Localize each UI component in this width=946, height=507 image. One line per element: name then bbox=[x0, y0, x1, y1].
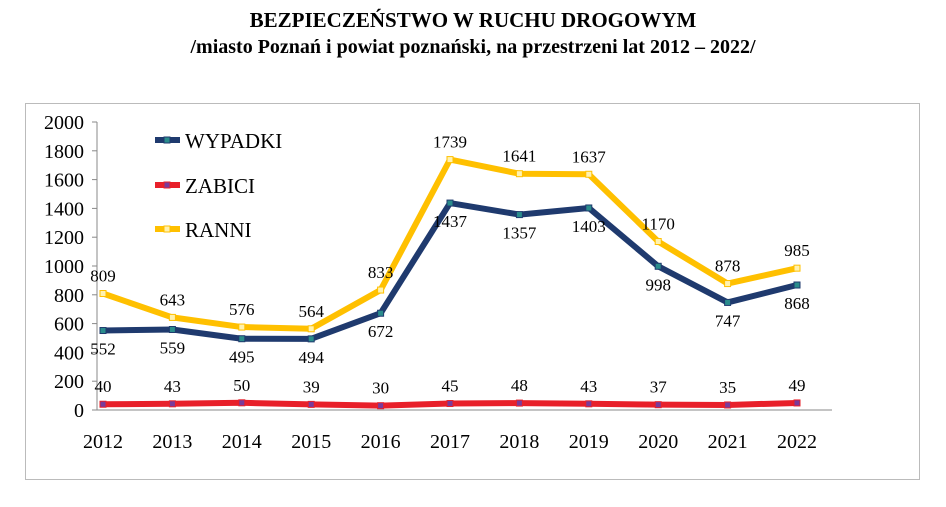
legend-marker bbox=[163, 181, 171, 189]
data-point bbox=[585, 204, 593, 212]
data-label: 1170 bbox=[642, 215, 675, 234]
x-tick-label: 2017 bbox=[430, 431, 470, 453]
data-point bbox=[99, 400, 107, 408]
data-label: 45 bbox=[442, 377, 459, 396]
y-tick-label: 1400 bbox=[44, 198, 84, 220]
x-tick-label: 2014 bbox=[222, 431, 262, 453]
data-point bbox=[654, 238, 662, 246]
chart-subtitle: /miasto Poznań i powiat poznański, na pr… bbox=[190, 36, 756, 58]
data-label: 552 bbox=[90, 340, 116, 359]
data-label: 868 bbox=[784, 294, 810, 313]
data-label: 49 bbox=[789, 376, 806, 395]
data-label: 50 bbox=[233, 376, 250, 395]
data-point bbox=[238, 399, 246, 407]
data-label: 39 bbox=[303, 377, 320, 396]
data-label: 833 bbox=[368, 263, 394, 282]
data-label: 878 bbox=[715, 257, 741, 276]
data-label: 37 bbox=[650, 378, 668, 397]
x-tick-label: 2021 bbox=[708, 431, 748, 453]
x-tick-label: 2019 bbox=[569, 431, 609, 453]
data-label: 998 bbox=[645, 275, 671, 294]
y-tick-label: 200 bbox=[54, 371, 84, 393]
data-label: 30 bbox=[372, 379, 389, 398]
x-tick-label: 2013 bbox=[152, 431, 192, 453]
data-point bbox=[307, 400, 315, 408]
data-point bbox=[307, 325, 315, 333]
data-label: 1641 bbox=[502, 147, 536, 166]
data-label: 1357 bbox=[502, 224, 537, 243]
data-label: 1403 bbox=[572, 217, 606, 236]
data-point bbox=[654, 262, 662, 270]
data-point bbox=[168, 326, 176, 334]
data-label: 494 bbox=[298, 348, 324, 367]
x-tick-label: 2016 bbox=[361, 431, 401, 453]
data-label: 43 bbox=[580, 377, 597, 396]
legend-label: RANNI bbox=[185, 218, 252, 242]
data-point bbox=[793, 264, 801, 272]
x-tick-label: 2020 bbox=[638, 431, 678, 453]
data-point bbox=[446, 199, 454, 207]
data-label: 1637 bbox=[572, 147, 607, 166]
data-point bbox=[99, 327, 107, 335]
data-point bbox=[724, 298, 732, 306]
x-tick-label: 2018 bbox=[499, 431, 539, 453]
data-label: 559 bbox=[160, 339, 186, 358]
y-tick-label: 1000 bbox=[44, 256, 84, 278]
data-label: 576 bbox=[229, 300, 255, 319]
data-label: 1739 bbox=[433, 133, 467, 152]
data-point bbox=[238, 323, 246, 331]
data-point bbox=[515, 399, 523, 407]
y-tick-label: 0 bbox=[74, 400, 84, 422]
y-tick-label: 400 bbox=[54, 342, 84, 364]
data-point bbox=[724, 401, 732, 409]
data-point bbox=[99, 290, 107, 298]
data-point bbox=[377, 402, 385, 410]
y-tick-label: 2000 bbox=[44, 112, 84, 134]
data-point bbox=[377, 309, 385, 317]
data-point bbox=[654, 401, 662, 409]
y-tick-label: 1600 bbox=[44, 170, 84, 192]
legend-label: ZABICI bbox=[185, 174, 255, 198]
x-tick-label: 2012 bbox=[83, 431, 123, 453]
data-label: 643 bbox=[160, 290, 186, 309]
data-label: 747 bbox=[715, 311, 741, 330]
data-point bbox=[793, 399, 801, 407]
data-label: 564 bbox=[298, 302, 324, 321]
legend-label: WYPADKI bbox=[185, 129, 282, 153]
chart-frame bbox=[25, 103, 920, 480]
data-point bbox=[238, 335, 246, 343]
data-point bbox=[446, 400, 454, 408]
data-label: 809 bbox=[90, 267, 116, 286]
legend-marker bbox=[163, 225, 171, 233]
data-point bbox=[585, 170, 593, 178]
data-point bbox=[515, 170, 523, 178]
data-label: 985 bbox=[784, 241, 810, 260]
data-point bbox=[168, 313, 176, 321]
data-label: 43 bbox=[164, 377, 181, 396]
data-point bbox=[585, 400, 593, 408]
data-point bbox=[724, 280, 732, 288]
data-point bbox=[377, 286, 385, 294]
y-tick-label: 600 bbox=[54, 314, 84, 336]
y-tick-label: 800 bbox=[54, 285, 84, 307]
data-label: 672 bbox=[368, 322, 394, 341]
data-point bbox=[446, 156, 454, 164]
x-tick-label: 2015 bbox=[291, 431, 331, 453]
x-tick-label: 2022 bbox=[777, 431, 817, 453]
data-point bbox=[515, 211, 523, 219]
data-label: 1437 bbox=[433, 212, 468, 231]
data-point bbox=[793, 281, 801, 289]
data-label: 35 bbox=[719, 378, 736, 397]
data-point bbox=[168, 400, 176, 408]
chart-title: BEZPIECZEŃSTWO W RUCHU DROGOWYM bbox=[249, 8, 697, 32]
legend-marker bbox=[163, 136, 171, 144]
y-tick-label: 1800 bbox=[44, 141, 84, 163]
data-label: 495 bbox=[229, 348, 255, 367]
data-label: 40 bbox=[95, 377, 112, 396]
data-point bbox=[307, 335, 315, 343]
data-label: 48 bbox=[511, 376, 528, 395]
y-tick-label: 1200 bbox=[44, 227, 84, 249]
